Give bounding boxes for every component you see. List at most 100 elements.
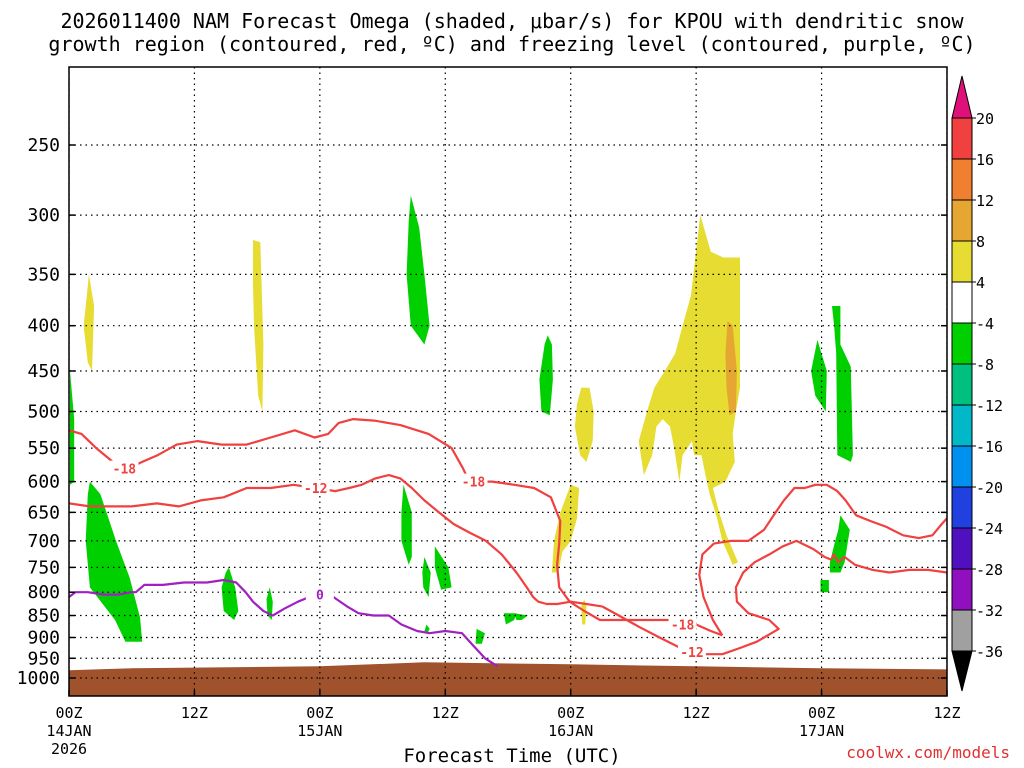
y-tick-label: 300 (27, 205, 60, 226)
colorbar-bin (951, 609, 973, 652)
omega-region-green (401, 484, 412, 565)
x-tick-label: 12Z (432, 704, 459, 722)
x-tick-label: 16JAN (548, 722, 593, 740)
colorbar-label: -12 (976, 397, 1003, 415)
y-tick-label: 800 (27, 582, 60, 603)
y-tick-label: 900 (27, 627, 60, 648)
y-tick-label: 250 (27, 135, 60, 156)
colorbar-label: -28 (976, 561, 1003, 579)
y-tick-label: 850 (27, 606, 60, 627)
colorbar-label: 4 (976, 274, 985, 292)
colorbar-bin (951, 568, 973, 611)
chart-title-line-2: growth region (contoured, red, ºC) and f… (48, 32, 976, 56)
y-tick-label: 750 (27, 557, 60, 578)
dgz-contour (469, 480, 723, 637)
colorbar-label: -36 (976, 643, 1003, 661)
y-tick-label: 700 (27, 531, 60, 552)
colorbar-label: 12 (976, 192, 994, 210)
x-tick-label: 00Z (557, 704, 584, 722)
dgz-contour-label-bg (301, 479, 330, 495)
omega-region-green (514, 613, 528, 620)
freezing-level-contour-label-bg (305, 586, 334, 602)
omega-region-yellow (83, 274, 95, 371)
colorbar-label: -20 (976, 479, 1003, 497)
colorbar-label: -8 (976, 356, 994, 374)
dgz-contour-label: -18 (113, 463, 137, 478)
colorbar-label: -4 (976, 315, 994, 333)
dgz-contour (698, 483, 947, 636)
omega-region-green (85, 481, 143, 642)
x-tick-label: 00Z (306, 704, 333, 722)
colorbar-bin (951, 486, 973, 529)
freezing-level-contour (69, 578, 499, 668)
colorbar-bin (951, 158, 973, 201)
colorbar-label: -24 (976, 520, 1003, 538)
dgz-contour-label-bg (677, 644, 706, 660)
omega-region-yellow (638, 215, 740, 565)
y-tick-label: 950 (27, 648, 60, 669)
colorbar-bin (951, 240, 973, 283)
colorbar-label: 8 (976, 233, 985, 251)
omega-region-green (811, 339, 827, 412)
omega-region-green (539, 335, 553, 416)
y-tick-label: 1000 (17, 668, 60, 689)
freezing-level-contour-label: 0 (316, 589, 324, 604)
colorbar-label: -32 (976, 602, 1003, 620)
chart-title-line-1: 2026011400 NAM Forecast Omega (shaded, μ… (60, 9, 964, 33)
dgz-contour-label: -12 (680, 646, 703, 661)
x-tick-label: 15JAN (297, 722, 342, 740)
colorbar-label: 20 (976, 110, 994, 128)
omega-region-yellow (574, 387, 594, 462)
y-tick-label: 500 (27, 402, 60, 423)
y-tick-label: 350 (27, 264, 60, 285)
colorbar-bottom-arrow (951, 650, 973, 692)
x-tick-label: 14JAN (46, 722, 91, 740)
omega-region-green (424, 624, 430, 634)
dgz-contour-label-bg (668, 616, 697, 632)
colorbar-bin (951, 117, 973, 160)
terrain-mask (69, 662, 947, 696)
dgz-contour-label: -18 (462, 476, 486, 491)
y-tick-label: 650 (27, 502, 60, 523)
x-tick-label: 2026 (51, 740, 87, 758)
omega-region-green (422, 557, 431, 597)
omega-region-orange (725, 320, 737, 416)
omega-region-green (820, 580, 829, 593)
colorbar-bin (951, 199, 973, 242)
omega-region-green (829, 515, 850, 573)
colorbar-bin (951, 527, 973, 570)
x-tick-label: 17JAN (799, 722, 844, 740)
colorbar-bin (951, 281, 973, 324)
y-tick-label: 600 (27, 472, 60, 493)
omega-region-yellow (253, 239, 264, 412)
omega-region-green (503, 613, 517, 625)
x-tick-label: 12Z (181, 704, 208, 722)
colorbar-bin (951, 404, 973, 447)
y-tick-label: 400 (27, 316, 60, 337)
dgz-contour-label: -18 (671, 618, 695, 633)
plot-area: -18 -12 -18 -18 -12 0 (69, 67, 947, 696)
x-tick-label: 12Z (683, 704, 710, 722)
colorbar (951, 75, 976, 692)
site-credit: coolwx.com/models (846, 743, 1010, 762)
omega-region-yellow (551, 484, 580, 573)
colorbar-label: -16 (976, 438, 1003, 456)
colorbar-bin (951, 322, 973, 365)
omega-region-green (70, 371, 75, 485)
x-tick-label: 12Z (933, 704, 960, 722)
omega-region-green (475, 628, 485, 644)
omega-region-green (266, 587, 273, 620)
omega-region-green (434, 546, 452, 590)
plot-frame (68, 66, 948, 697)
y-tick-label: 450 (27, 361, 60, 382)
dgz-contour-label: -12 (304, 482, 327, 497)
omega-region-green (406, 195, 430, 345)
y-tick-label: 550 (27, 438, 60, 459)
dgz-contour-label-bg (459, 473, 488, 489)
x-tick-label: 00Z (808, 704, 835, 722)
colorbar-top-arrow (951, 75, 973, 119)
x-tick-label: 00Z (55, 704, 82, 722)
colorbar-label: 16 (976, 151, 994, 169)
omega-region-green (832, 306, 853, 462)
